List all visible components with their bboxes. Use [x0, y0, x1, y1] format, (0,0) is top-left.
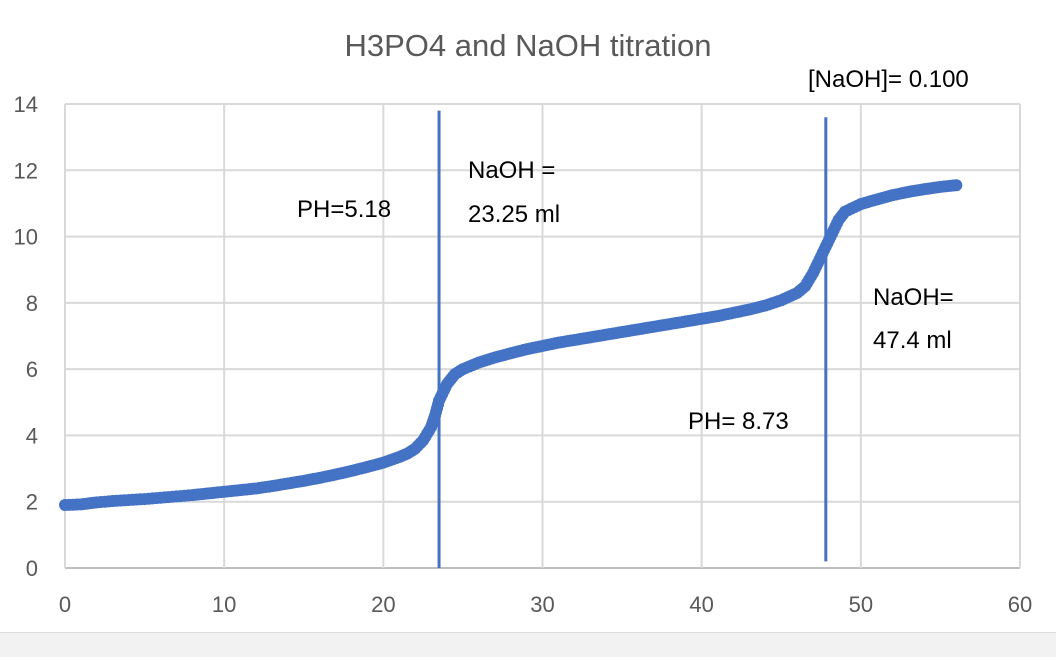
grid-layer: [64, 103, 1021, 569]
naoh-second-volume-label: NaOH=: [873, 284, 954, 311]
naoh-second-volume-value: 47.4 ml: [873, 327, 952, 354]
y-tick-label: 6: [26, 357, 38, 382]
y-tick-label: 8: [26, 291, 38, 316]
y-tick-label: 0: [26, 556, 38, 581]
data-point-layer: [59, 179, 963, 512]
naoh-first-volume-label: NaOH =: [468, 157, 555, 184]
y-tick-label: 2: [26, 490, 38, 515]
ph-second-equivalence-label: PH= 8.73: [688, 408, 789, 435]
x-tick-label: 40: [689, 592, 713, 617]
marker-line-layer: [437, 110, 828, 568]
titration-chart: H3PO4 and NaOH titration 0 2 4 6 8 10 12 14 0 10 2…: [14, 28, 1033, 617]
y-tick-label: 4: [26, 423, 38, 448]
chart-title: H3PO4 and NaOH titration: [344, 28, 711, 63]
y-tick-label: 12: [14, 158, 38, 183]
x-tick-label: 20: [371, 592, 395, 617]
x-tick-label: 50: [849, 592, 873, 617]
annotation-layer: [NaOH]= 0.100 PH=5.18 NaOH = 23.25 ml Na…: [297, 66, 969, 435]
tick-label-layer: 0 2 4 6 8 10 12 14 0 10 20 30 40 50 60: [14, 92, 1033, 617]
x-tick-label: 0: [59, 592, 71, 617]
data-point: [950, 179, 963, 192]
naoh-first-volume-value: 23.25 ml: [468, 201, 560, 228]
window-footer-bar: [0, 632, 1056, 657]
x-tick-label: 60: [1008, 592, 1032, 617]
y-tick-label: 10: [14, 225, 38, 250]
concentration-label: [NaOH]= 0.100: [808, 66, 969, 93]
x-tick-label: 30: [530, 592, 554, 617]
x-tick-label: 10: [212, 592, 236, 617]
ph-first-equivalence-label: PH=5.18: [297, 196, 391, 223]
y-tick-label: 14: [14, 92, 38, 117]
